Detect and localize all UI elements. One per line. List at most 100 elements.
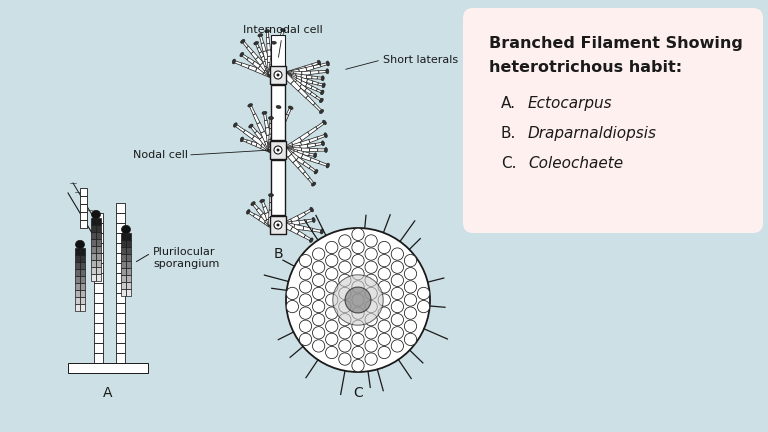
Polygon shape: [313, 103, 323, 112]
Polygon shape: [309, 153, 316, 156]
Polygon shape: [284, 221, 293, 228]
Polygon shape: [263, 69, 273, 77]
Circle shape: [365, 300, 377, 313]
Bar: [126, 254, 131, 261]
Polygon shape: [276, 107, 280, 118]
Text: Coleochaete: Coleochaete: [528, 156, 623, 171]
Polygon shape: [288, 154, 296, 163]
Ellipse shape: [322, 83, 325, 88]
Ellipse shape: [269, 117, 273, 120]
Polygon shape: [290, 152, 299, 160]
Bar: [75, 290, 80, 297]
Bar: [94, 243, 102, 253]
Ellipse shape: [314, 169, 318, 174]
Bar: [80, 269, 85, 276]
Polygon shape: [284, 146, 293, 152]
Polygon shape: [298, 88, 308, 98]
Circle shape: [274, 221, 282, 229]
Polygon shape: [306, 75, 312, 79]
Ellipse shape: [324, 133, 327, 138]
Polygon shape: [260, 142, 273, 152]
Bar: [271, 35, 285, 75]
Circle shape: [300, 281, 312, 293]
Polygon shape: [283, 148, 292, 157]
Polygon shape: [265, 59, 271, 68]
Circle shape: [352, 320, 364, 332]
Ellipse shape: [271, 41, 276, 44]
Polygon shape: [258, 65, 266, 73]
Polygon shape: [284, 70, 293, 78]
Circle shape: [276, 223, 280, 226]
Circle shape: [313, 314, 325, 326]
Circle shape: [404, 307, 417, 319]
Bar: [94, 263, 102, 273]
FancyBboxPatch shape: [463, 8, 763, 233]
Polygon shape: [266, 70, 273, 76]
Bar: [91, 225, 96, 232]
Bar: [80, 304, 85, 311]
Text: Branched Filament Showing: Branched Filament Showing: [489, 36, 743, 51]
Circle shape: [352, 267, 364, 280]
Polygon shape: [263, 113, 267, 121]
Polygon shape: [268, 70, 274, 75]
Bar: [115, 363, 124, 373]
Circle shape: [313, 327, 325, 339]
Circle shape: [300, 294, 312, 306]
Polygon shape: [319, 161, 328, 167]
Bar: [115, 233, 124, 243]
Polygon shape: [270, 124, 273, 129]
Bar: [126, 275, 131, 282]
Text: Short laterals: Short laterals: [383, 55, 458, 65]
Polygon shape: [300, 144, 308, 149]
Circle shape: [391, 340, 403, 352]
Circle shape: [352, 346, 364, 359]
Ellipse shape: [91, 210, 101, 219]
Bar: [80, 204, 87, 212]
Polygon shape: [256, 57, 263, 65]
Polygon shape: [290, 74, 296, 80]
Polygon shape: [266, 218, 273, 226]
Circle shape: [378, 254, 390, 267]
Circle shape: [300, 307, 312, 319]
Circle shape: [326, 254, 338, 267]
Ellipse shape: [310, 207, 313, 212]
Bar: [80, 255, 85, 262]
Ellipse shape: [240, 137, 243, 142]
Polygon shape: [317, 134, 326, 139]
Circle shape: [365, 274, 377, 286]
Text: B.: B.: [501, 126, 516, 141]
Circle shape: [286, 300, 299, 313]
Bar: [121, 240, 126, 247]
Bar: [126, 240, 131, 247]
Polygon shape: [248, 65, 257, 71]
Ellipse shape: [288, 106, 293, 109]
Polygon shape: [250, 125, 257, 133]
Polygon shape: [313, 64, 321, 69]
Circle shape: [365, 314, 377, 326]
Text: C.: C.: [501, 156, 517, 171]
Polygon shape: [292, 137, 302, 146]
Bar: [94, 343, 102, 353]
Polygon shape: [286, 107, 292, 115]
Polygon shape: [318, 83, 324, 86]
Polygon shape: [261, 56, 266, 62]
Bar: [80, 276, 85, 283]
Text: heterotrichous habit:: heterotrichous habit:: [489, 60, 682, 75]
Polygon shape: [293, 151, 303, 158]
Circle shape: [352, 294, 364, 306]
Circle shape: [326, 333, 338, 346]
Ellipse shape: [326, 69, 329, 74]
Circle shape: [352, 254, 364, 267]
Polygon shape: [303, 172, 310, 179]
Polygon shape: [263, 70, 272, 78]
Ellipse shape: [323, 120, 326, 124]
Polygon shape: [304, 209, 313, 215]
Polygon shape: [292, 69, 300, 76]
Ellipse shape: [247, 210, 250, 214]
Polygon shape: [285, 72, 293, 78]
Polygon shape: [306, 96, 315, 105]
Circle shape: [418, 300, 430, 313]
Polygon shape: [235, 124, 245, 132]
Text: C: C: [353, 386, 362, 400]
Polygon shape: [292, 220, 300, 226]
